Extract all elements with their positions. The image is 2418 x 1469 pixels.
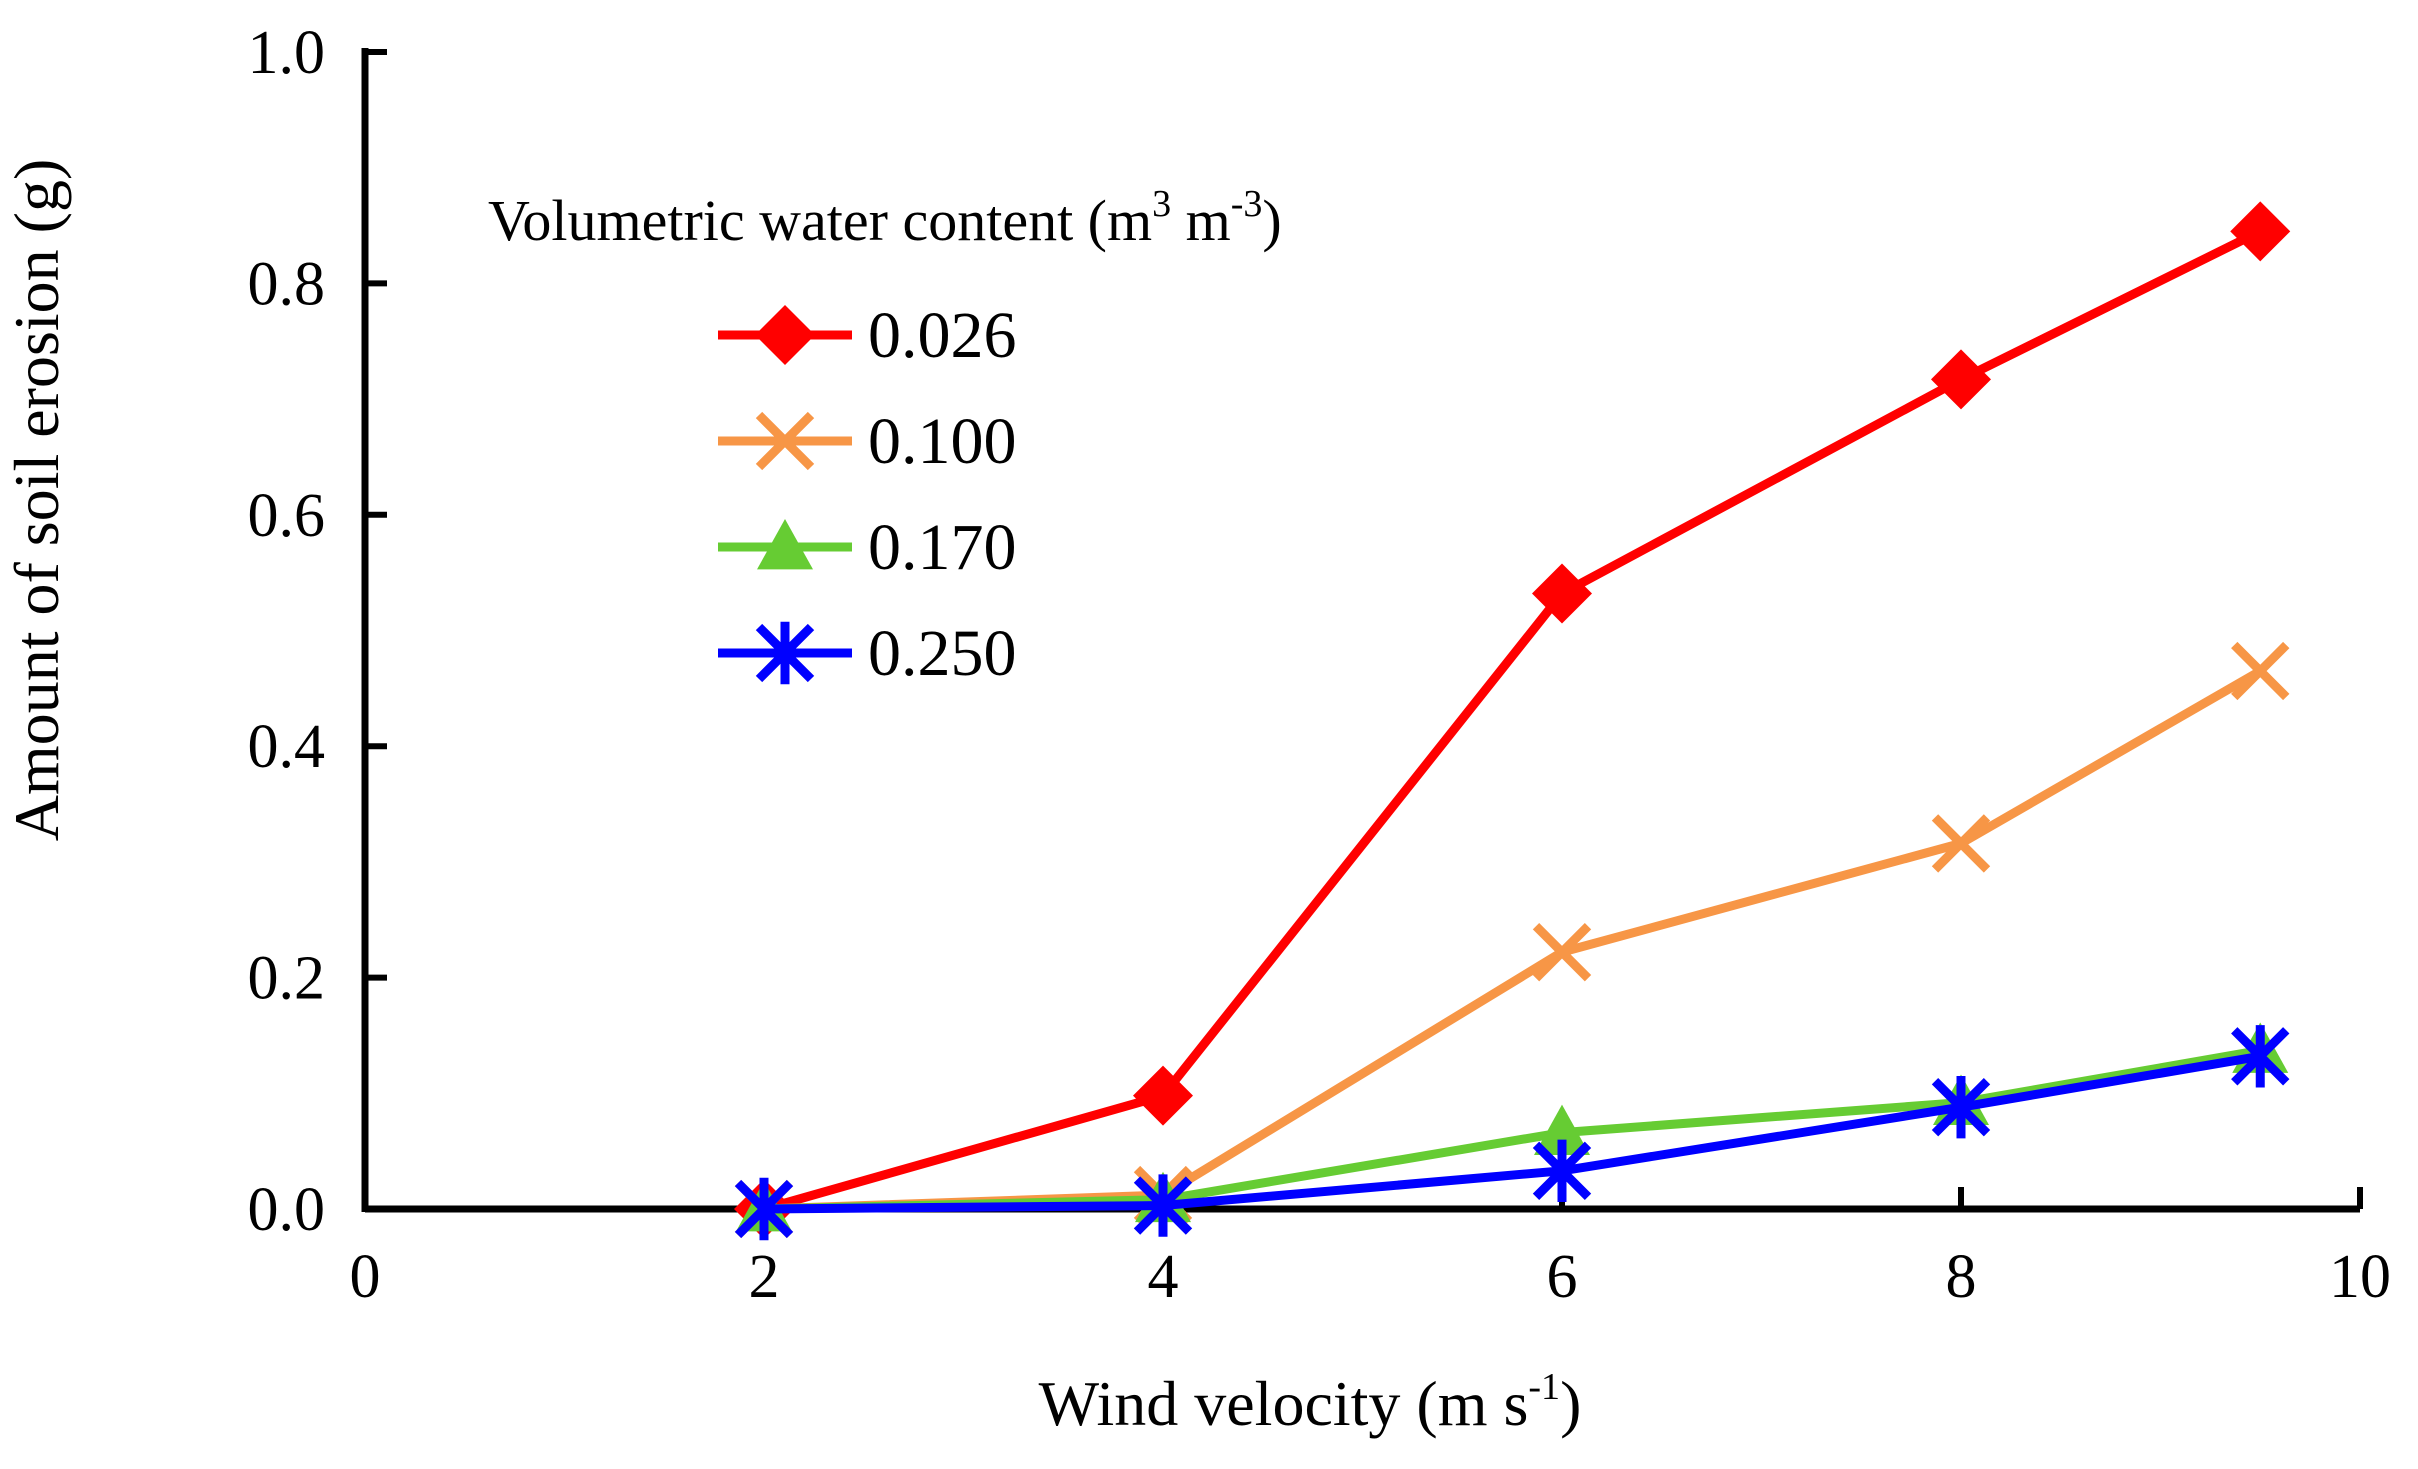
axes [361, 48, 2360, 1213]
x-tick-label: 4 [1148, 1243, 1179, 1311]
data-point [1532, 563, 1592, 624]
data-point [1133, 1174, 1193, 1237]
legend-label: 0.170 [868, 511, 1017, 584]
data-point [734, 1177, 794, 1241]
data-point [1532, 1139, 1592, 1203]
series-0.170 [736, 1022, 2289, 1232]
y-axis-title: Amount of soil erosion (g) [1, 159, 72, 842]
legend-marker [757, 519, 813, 570]
x-axis-title: Wind velocity (m s-1) [1039, 1366, 1582, 1439]
legend-item: 0.250 [718, 617, 1017, 690]
x-tick-label: 10 [2329, 1243, 2391, 1311]
legend-item: 0.026 [718, 299, 1017, 372]
series-line [762, 227, 2263, 1214]
legend-marker [755, 621, 815, 685]
x-tick-label: 0 [350, 1243, 381, 1311]
data-point [1532, 922, 1592, 982]
data-point [2230, 201, 2291, 262]
legend-label: 0.026 [868, 299, 1017, 372]
legend-marker [755, 305, 815, 365]
legend: 0.026 0.100 0.170 0.250 [718, 299, 1017, 690]
legend-label: 0.250 [868, 617, 1017, 690]
legend-item: 0.170 [718, 511, 1017, 584]
data-point [2231, 1025, 2290, 1088]
y-axis-ticks: 0.0 0.2 0.4 0.6 0.8 1.0 [248, 19, 387, 1244]
legend-title: Volumetric water content (m3 m-3) [488, 183, 1282, 253]
data-point [2231, 641, 2290, 701]
x-tick-label: 8 [1946, 1243, 1977, 1311]
y-tick-label: 0.2 [248, 945, 326, 1013]
y-tick-label: 0.8 [248, 250, 326, 318]
data-point [1931, 1075, 1991, 1139]
legend-item: 0.100 [718, 405, 1017, 478]
series-line [763, 667, 2263, 1214]
series-0.250 [734, 1025, 2290, 1241]
series-layer [734, 201, 2291, 1241]
legend-label: 0.100 [868, 405, 1017, 478]
y-tick-label: 0.0 [248, 1176, 326, 1244]
data-point [1931, 814, 1991, 873]
y-tick-label: 0.6 [248, 482, 326, 550]
data-point [1534, 1104, 1590, 1156]
series-line [763, 1046, 2262, 1214]
x-tick-label: 6 [1547, 1243, 1578, 1311]
data-point [1133, 1065, 1193, 1126]
series-line [763, 1051, 2262, 1214]
y-tick-label: 1.0 [248, 19, 326, 87]
y-tick-label: 0.4 [248, 713, 326, 781]
x-tick-label: 2 [749, 1243, 780, 1311]
data-point [1931, 349, 1991, 410]
legend-marker [755, 411, 815, 471]
